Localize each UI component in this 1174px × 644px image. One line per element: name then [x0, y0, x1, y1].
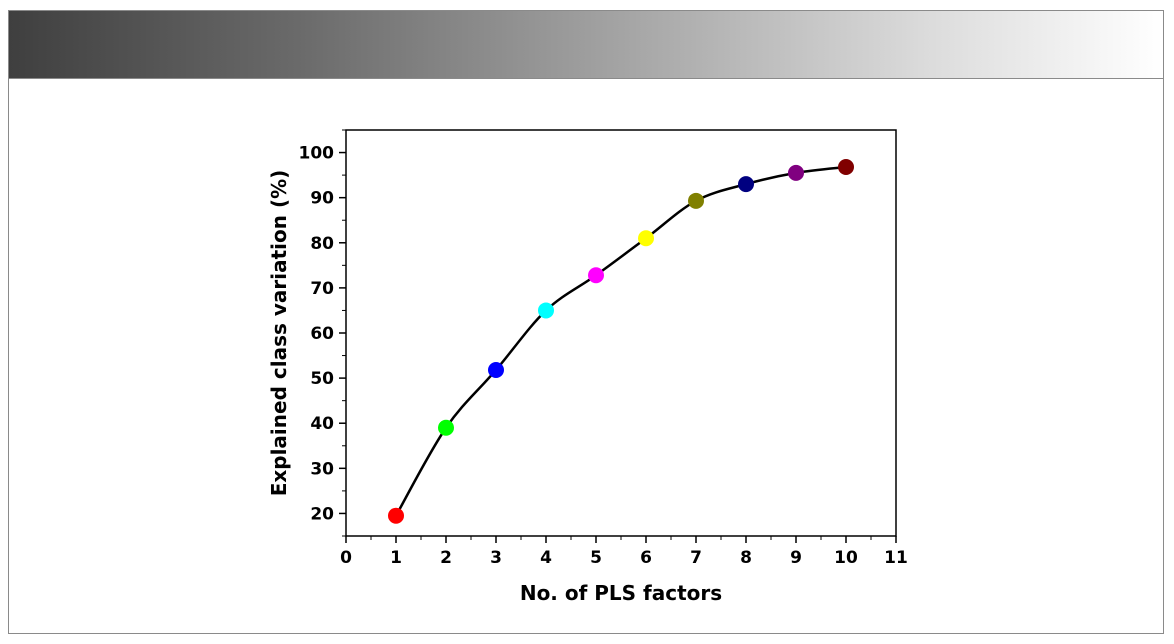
y-tick-label: 90 [310, 189, 334, 209]
x-tick-label: 7 [690, 548, 702, 568]
x-tick-label: 8 [740, 548, 752, 568]
plot-frame [345, 129, 897, 537]
data-point [788, 164, 804, 181]
data-point [738, 176, 754, 193]
y-tick-label: 40 [310, 414, 334, 434]
x-tick-label: 2 [440, 548, 452, 568]
data-point [688, 192, 704, 209]
y-tick-label: 60 [310, 324, 334, 344]
x-tick-label: 9 [790, 548, 802, 568]
data-point [588, 267, 604, 284]
data-markers [388, 158, 854, 524]
x-tick-label: 5 [590, 548, 602, 568]
plot-axes [345, 129, 897, 537]
y-tick-label: 70 [310, 279, 334, 299]
y-tick-label: 50 [310, 369, 334, 389]
figure-frame [8, 10, 1164, 634]
y-axis-title: Explained class variation (%) [267, 170, 291, 497]
data-point [488, 361, 504, 378]
y-tick-label: 100 [299, 144, 335, 164]
x-tick-label: 6 [640, 548, 652, 568]
x-tick-label: 1 [390, 548, 402, 568]
x-tick-label: 11 [884, 548, 908, 568]
header-banner [9, 11, 1163, 78]
y-tick-label: 20 [310, 504, 334, 524]
data-point [838, 158, 854, 175]
y-tick-label: 30 [310, 459, 334, 479]
data-point [538, 302, 554, 319]
x-tick-label: 10 [834, 548, 858, 568]
y-tick-label: 80 [310, 234, 334, 254]
axis-ticks: 0 1 2 3 4 5 6 7 8 9 10 11 20 30 40 50 60 70 80 90 100 [299, 129, 908, 568]
x-tick-label: 3 [490, 548, 502, 568]
x-tick-label: 4 [540, 548, 552, 568]
data-point [638, 230, 654, 247]
data-point [388, 507, 404, 524]
x-tick-label: 0 [340, 548, 352, 568]
series-line [394, 165, 847, 517]
data-point [438, 419, 454, 436]
banner-divider [9, 78, 1163, 79]
x-axis-title: No. of PLS factors [520, 581, 722, 605]
